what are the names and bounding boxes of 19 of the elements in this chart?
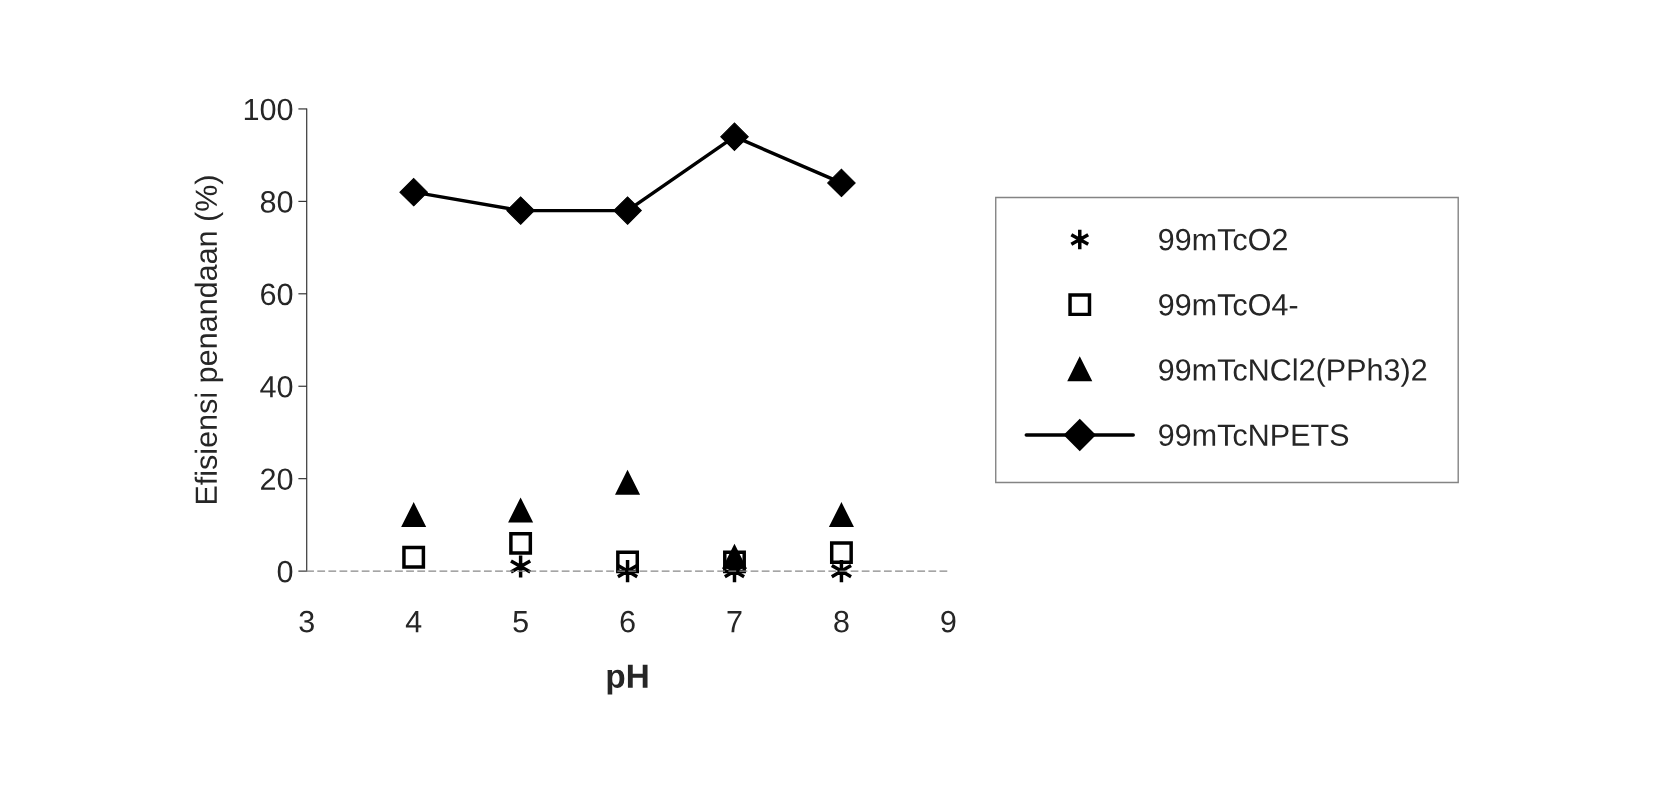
x-axis-title: pH (607, 664, 648, 695)
x-tick-label: 5 (513, 611, 528, 633)
legend-label: 99mTcO2 (1159, 228, 1287, 251)
y-tick-label: 40 (260, 375, 293, 398)
x-tick-label: 4 (405, 611, 422, 633)
y-tick-label: 60 (261, 283, 293, 306)
x-tick-label: 9 (941, 610, 956, 633)
y-tick-label: 20 (261, 468, 293, 491)
x-tick-label: 7 (727, 611, 742, 633)
y-tick-label: 100 (244, 98, 293, 121)
y-tick-label: 0 (277, 560, 293, 583)
x-tick-label: 6 (620, 610, 635, 633)
y-tick-label: 80 (260, 191, 293, 213)
y-axis-title: Efisiensi penandaan (%) (194, 176, 224, 504)
x-tick-label: 8 (834, 610, 849, 633)
x-tick-label: 3 (299, 610, 314, 633)
legend-label: 99mTcO4- (1159, 294, 1298, 316)
legend-label: 99mTcNPETS (1159, 424, 1349, 446)
legend-label: 99mTcNCl2(PPh3)2 (1159, 358, 1427, 387)
